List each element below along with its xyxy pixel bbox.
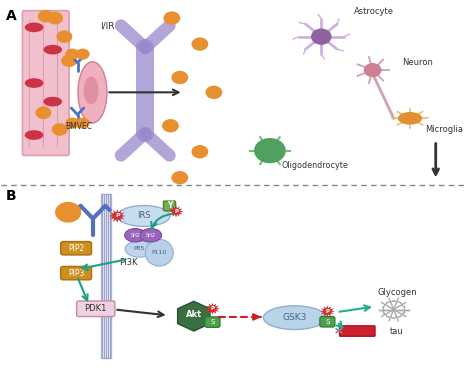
Ellipse shape bbox=[25, 78, 44, 88]
FancyBboxPatch shape bbox=[205, 317, 220, 327]
Ellipse shape bbox=[25, 130, 44, 140]
Ellipse shape bbox=[65, 117, 79, 129]
Text: SH2: SH2 bbox=[146, 233, 156, 238]
Polygon shape bbox=[169, 206, 183, 217]
Ellipse shape bbox=[162, 119, 179, 132]
Text: Glycogen: Glycogen bbox=[378, 288, 417, 297]
Polygon shape bbox=[178, 301, 210, 331]
Text: PDK1: PDK1 bbox=[84, 304, 107, 313]
Polygon shape bbox=[109, 209, 126, 223]
Ellipse shape bbox=[191, 37, 208, 51]
Ellipse shape bbox=[78, 62, 107, 123]
Ellipse shape bbox=[364, 63, 382, 77]
Text: A: A bbox=[6, 9, 17, 23]
Text: PI3K: PI3K bbox=[119, 258, 137, 267]
Ellipse shape bbox=[254, 138, 286, 163]
Text: P110: P110 bbox=[152, 250, 167, 255]
Ellipse shape bbox=[76, 117, 90, 129]
FancyBboxPatch shape bbox=[320, 316, 335, 327]
Ellipse shape bbox=[145, 239, 173, 266]
Text: P: P bbox=[210, 306, 214, 311]
Ellipse shape bbox=[118, 206, 170, 226]
FancyBboxPatch shape bbox=[339, 326, 375, 336]
Ellipse shape bbox=[36, 107, 51, 119]
Ellipse shape bbox=[125, 241, 153, 257]
Ellipse shape bbox=[44, 45, 62, 55]
Text: PIP3: PIP3 bbox=[68, 269, 84, 278]
Ellipse shape bbox=[140, 229, 162, 242]
Text: Akt: Akt bbox=[186, 310, 202, 319]
FancyBboxPatch shape bbox=[22, 11, 69, 156]
Ellipse shape bbox=[52, 123, 68, 136]
Text: Neuron: Neuron bbox=[402, 58, 433, 67]
Ellipse shape bbox=[264, 306, 326, 329]
Text: IRS: IRS bbox=[137, 211, 151, 220]
Text: Astrocyte: Astrocyte bbox=[354, 7, 394, 16]
Ellipse shape bbox=[172, 71, 188, 84]
FancyBboxPatch shape bbox=[77, 301, 115, 316]
FancyBboxPatch shape bbox=[61, 266, 91, 280]
Text: Microglia: Microglia bbox=[426, 125, 464, 134]
Text: P: P bbox=[325, 309, 329, 314]
Text: tau: tau bbox=[390, 327, 404, 335]
Ellipse shape bbox=[56, 30, 73, 43]
FancyBboxPatch shape bbox=[101, 194, 111, 358]
Text: I/IR: I/IR bbox=[100, 21, 115, 30]
Text: S: S bbox=[325, 319, 329, 325]
Text: BMVEC: BMVEC bbox=[65, 122, 92, 131]
FancyBboxPatch shape bbox=[164, 201, 175, 211]
Text: S: S bbox=[210, 319, 215, 325]
Ellipse shape bbox=[172, 171, 188, 184]
Ellipse shape bbox=[205, 86, 222, 99]
Text: P: P bbox=[174, 209, 178, 214]
Text: GSK3: GSK3 bbox=[283, 313, 307, 322]
Ellipse shape bbox=[55, 202, 81, 223]
Text: PIP2: PIP2 bbox=[68, 244, 84, 253]
Ellipse shape bbox=[25, 22, 44, 32]
Ellipse shape bbox=[65, 49, 79, 60]
Ellipse shape bbox=[61, 55, 77, 67]
Ellipse shape bbox=[398, 112, 422, 125]
Polygon shape bbox=[205, 303, 220, 315]
Text: P: P bbox=[115, 214, 119, 218]
Text: SH2: SH2 bbox=[130, 233, 140, 238]
Text: Oligodendrocyte: Oligodendrocyte bbox=[282, 161, 348, 170]
Ellipse shape bbox=[47, 12, 63, 24]
Text: B: B bbox=[6, 189, 17, 203]
Ellipse shape bbox=[83, 77, 99, 104]
Ellipse shape bbox=[125, 229, 146, 242]
Ellipse shape bbox=[164, 12, 180, 25]
Ellipse shape bbox=[191, 145, 208, 159]
FancyBboxPatch shape bbox=[61, 242, 91, 255]
Ellipse shape bbox=[311, 28, 332, 45]
Text: P85: P85 bbox=[134, 246, 145, 251]
Text: Y: Y bbox=[167, 202, 172, 211]
Ellipse shape bbox=[76, 49, 90, 60]
Polygon shape bbox=[320, 306, 335, 317]
Ellipse shape bbox=[44, 97, 62, 107]
Ellipse shape bbox=[38, 10, 54, 22]
